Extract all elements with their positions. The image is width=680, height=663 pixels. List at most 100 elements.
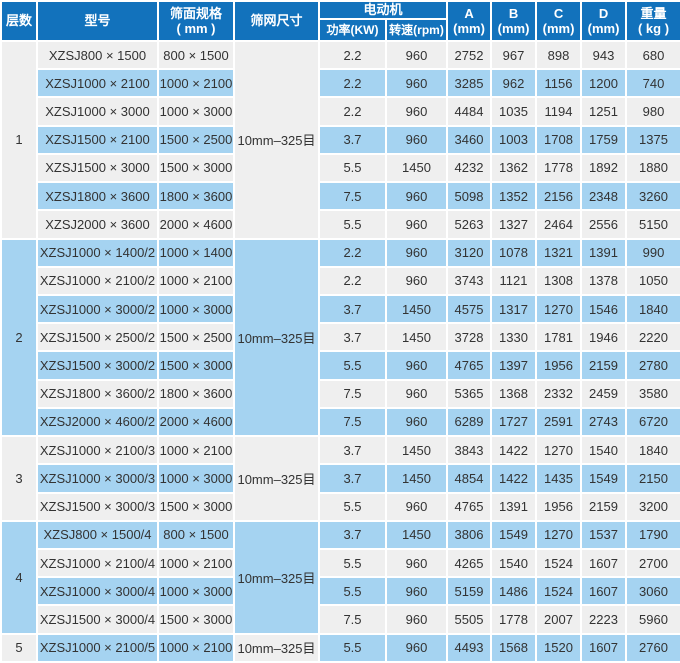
- power-cell: 7.5: [318, 378, 387, 409]
- header-dim-a: A (mm): [446, 0, 493, 42]
- screen-spec-cell: 1000 × 2100: [157, 68, 235, 99]
- dim-b-cell: 1422: [490, 463, 538, 494]
- dim-b-cell: 1317: [490, 293, 538, 325]
- weight-cell: 1790: [625, 519, 680, 550]
- header-model: 型号: [36, 0, 159, 42]
- speed-cell: 960: [384, 576, 449, 607]
- dim-c-cell: 1781: [535, 322, 583, 353]
- power-cell: 5.5: [318, 491, 387, 522]
- mesh-size-cell: 10mm–325目: [233, 40, 320, 240]
- dim-b-cell: 1391: [490, 491, 538, 522]
- screen-spec-cell: 2000 × 4600: [157, 406, 235, 438]
- layers-cell: 4: [0, 519, 38, 635]
- table-row: XZSJ1500 × 3000 1500 × 3000 5.5 1450 4232 136…: [1, 152, 680, 184]
- layers-cell: 3: [0, 435, 38, 522]
- header-weight-line1: 重量: [640, 5, 667, 21]
- speed-cell: 1450: [384, 435, 449, 466]
- model-cell: XZSJ800 × 1500: [36, 39, 159, 71]
- header-screen-spec-line2: ( mm ): [176, 21, 216, 36]
- dim-d-cell: 1549: [580, 463, 628, 494]
- dim-c-cell: 2007: [535, 604, 583, 635]
- weight-cell: 5150: [625, 209, 680, 240]
- table-row: XZSJ1000 × 3000/3 1000 × 3000 3.7 1450 4854 1…: [1, 463, 680, 494]
- power-cell: 5.5: [318, 152, 387, 184]
- power-cell: 3.7: [318, 435, 387, 466]
- layers-cell: 2: [0, 237, 38, 438]
- speed-cell: 960: [384, 406, 449, 438]
- speed-cell: 960: [384, 68, 449, 99]
- dim-a-cell: 4484: [446, 96, 493, 127]
- screen-spec-cell: 1000 × 2100: [157, 265, 235, 296]
- model-cell: XZSJ1500 × 2100: [36, 124, 159, 155]
- header-dim-d-line1: D: [598, 5, 609, 21]
- model-cell: XZSJ1000 × 2100: [36, 68, 159, 99]
- dim-c-cell: 1270: [535, 293, 583, 325]
- model-cell: XZSJ1800 × 3600: [36, 181, 159, 212]
- power-cell: 5.5: [318, 576, 387, 607]
- dim-c-cell: 1194: [535, 96, 583, 127]
- power-cell: 2.2: [318, 39, 387, 71]
- dim-b-cell: 1568: [490, 632, 538, 663]
- dim-c-cell: 1520: [535, 632, 583, 663]
- dim-c-cell: 1778: [535, 152, 583, 184]
- dim-d-cell: 2159: [580, 350, 628, 381]
- dim-d-cell: 1251: [580, 96, 628, 127]
- dim-d-cell: 2743: [580, 406, 628, 438]
- table-row: 5 XZSJ1000 × 2100/5 1000 × 2100 10mm–325目 5.…: [0, 632, 680, 663]
- table-row: XZSJ2000 × 3600 2000 × 4600 5.5 960 5263 1327…: [1, 209, 680, 240]
- header-row-main: 层数 型号 筛面规格 ( mm ) 筛网尺寸 电动机 A (mm) B (mm)…: [0, 0, 680, 42]
- header-screen-spec-line1: 筛面规格: [169, 5, 222, 21]
- dim-a-cell: 4854: [446, 463, 493, 494]
- header-dim-d-line2: (mm): [587, 21, 620, 36]
- dim-c-cell: 1270: [535, 519, 583, 550]
- layers-cell: 1: [0, 40, 38, 240]
- dim-d-cell: 2459: [580, 378, 628, 409]
- weight-cell: 2150: [625, 463, 680, 494]
- power-cell: 5.5: [318, 632, 387, 663]
- dim-a-cell: 3806: [446, 519, 493, 550]
- dim-b-cell: 1330: [490, 322, 538, 353]
- power-cell: 3.7: [318, 322, 387, 353]
- screen-spec-cell: 1000 × 3000: [157, 576, 235, 607]
- weight-cell: 3260: [625, 181, 680, 212]
- header-dim-b: B (mm): [490, 0, 538, 42]
- weight-cell: 980: [625, 96, 680, 127]
- model-cell: XZSJ1000 × 3000/4: [36, 576, 159, 607]
- dim-b-cell: 1397: [490, 350, 538, 381]
- weight-cell: 2700: [625, 547, 680, 579]
- power-cell: 5.5: [318, 209, 387, 240]
- dim-a-cell: 4575: [446, 293, 493, 325]
- table-row: XZSJ1500 × 2100 1500 × 2500 3.7 960 3460 1003…: [1, 124, 680, 155]
- speed-cell: 960: [384, 39, 449, 71]
- header-dim-d: D (mm): [580, 0, 628, 42]
- screen-spec-cell: 1800 × 3600: [157, 378, 235, 409]
- table-row: XZSJ1500 × 3000/2 1500 × 3000 5.5 960 4765 13…: [1, 350, 680, 381]
- mesh-size-cell: 10mm–325目: [233, 237, 320, 438]
- dim-a-cell: 3285: [446, 68, 493, 99]
- dim-d-cell: 1537: [580, 519, 628, 550]
- speed-cell: 960: [384, 237, 449, 268]
- dim-b-cell: 1003: [490, 124, 538, 155]
- dim-d-cell: 943: [580, 39, 628, 71]
- dim-a-cell: 3743: [446, 265, 493, 296]
- dim-c-cell: 2156: [535, 181, 583, 212]
- model-cell: XZSJ1000 × 3000: [36, 96, 159, 127]
- model-cell: XZSJ800 × 1500/4: [36, 519, 159, 550]
- speed-cell: 960: [384, 491, 449, 522]
- speed-cell: 1450: [384, 152, 449, 184]
- speed-cell: 1450: [384, 293, 449, 325]
- dim-c-cell: 1524: [535, 547, 583, 579]
- table-row: XZSJ1000 × 3000/2 1000 × 3000 3.7 1450 4575 1…: [1, 293, 680, 325]
- speed-cell: 960: [384, 350, 449, 381]
- dim-d-cell: 1759: [580, 124, 628, 155]
- weight-cell: 1050: [625, 265, 680, 296]
- table-row: 4 XZSJ800 × 1500/4 800 × 1500 10mm–325目 3.7 1…: [0, 519, 680, 635]
- weight-cell: 1375: [625, 124, 680, 155]
- header-dim-c: C (mm): [535, 0, 583, 42]
- dim-c-cell: 1321: [535, 237, 583, 268]
- screen-spec-cell: 1000 × 2100: [157, 435, 235, 466]
- speed-cell: 960: [384, 378, 449, 409]
- screen-spec-cell: 1000 × 2100: [157, 547, 235, 579]
- dim-d-cell: 1378: [580, 265, 628, 296]
- weight-cell: 1880: [625, 152, 680, 184]
